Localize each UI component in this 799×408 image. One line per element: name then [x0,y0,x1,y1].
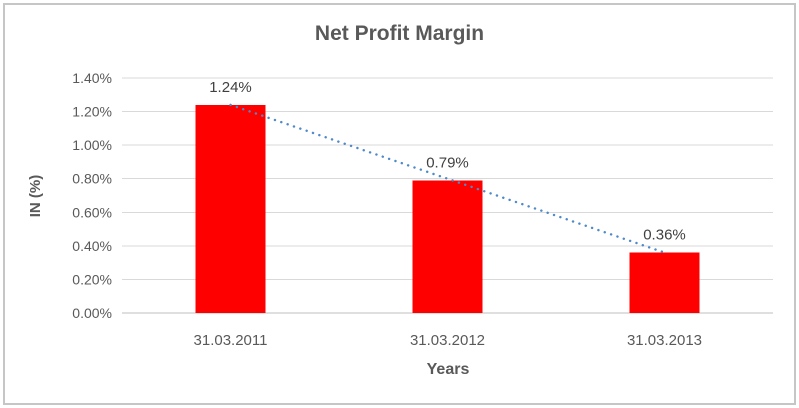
y-tick-label: 0.00% [72,305,112,321]
y-tick-label: 1.00% [72,137,112,153]
x-axis-title: Years [427,361,470,378]
y-tick-label: 0.20% [72,271,112,287]
bar-data-label: 0.36% [643,227,686,244]
x-category-label: 31.03.2011 [194,332,268,349]
y-tick-label: 0.80% [72,171,112,187]
bars-layer [195,104,700,313]
y-tick-label: 1.40% [72,70,112,86]
bar-data-label: 1.24% [209,79,252,96]
chart-title: Net Profit Margin [314,22,485,45]
y-tick-label: 0.40% [72,238,112,254]
y-axis-title: IN (%) [27,175,44,218]
trendline [229,103,666,254]
x-category-label: 31.03.2013 [627,332,702,349]
trendline-layer [229,103,666,254]
bar [629,252,700,313]
bar [195,104,266,313]
labels-layer: 0.00% 0.20% 0.40% 0.60% 0.80% 1.00% 1.20% 1.40%… [72,70,702,349]
y-tick-label: 0.60% [72,204,112,220]
x-category-label: 31.03.2012 [410,332,485,349]
bar [412,180,483,313]
y-tick-label: 1.20% [72,104,112,120]
bar-data-label: 0.79% [426,154,469,171]
